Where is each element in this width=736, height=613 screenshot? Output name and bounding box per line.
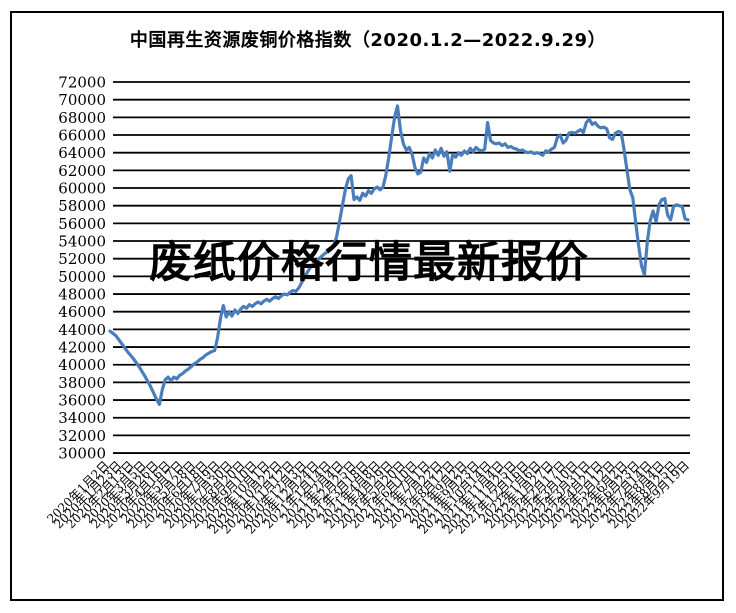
y-tick-label: 36000 xyxy=(58,392,106,410)
y-tick-label: 66000 xyxy=(58,127,106,145)
y-tick-label: 72000 xyxy=(58,74,106,92)
y-tick-label: 56000 xyxy=(58,215,106,233)
y-tick-label: 30000 xyxy=(58,445,106,463)
y-tick-label: 58000 xyxy=(58,197,106,215)
chart-title: 中国再生资源废铜价格指数（2020.1.2—2022.9.29） xyxy=(129,30,607,51)
y-tick-label: 38000 xyxy=(58,374,106,392)
y-tick-label: 62000 xyxy=(58,162,106,180)
y-tick-label: 46000 xyxy=(58,303,106,321)
y-tick-label: 68000 xyxy=(58,109,106,127)
y-tick-label: 42000 xyxy=(58,339,106,357)
y-tick-label: 50000 xyxy=(58,268,106,286)
y-tick-label: 70000 xyxy=(58,91,106,109)
price-line-series xyxy=(108,104,690,407)
y-tick-label: 60000 xyxy=(58,180,106,198)
y-tick-label: 52000 xyxy=(58,250,106,268)
y-tick-label: 54000 xyxy=(58,233,106,251)
y-tick-label: 40000 xyxy=(58,356,106,374)
y-tick-label: 32000 xyxy=(58,427,106,445)
y-tick-label: 44000 xyxy=(58,321,106,339)
watermark-text: 废纸价格行情最新报价 xyxy=(149,238,589,288)
y-tick-label: 34000 xyxy=(58,409,106,427)
y-tick-label: 48000 xyxy=(58,286,106,304)
y-tick-label: 64000 xyxy=(58,144,106,162)
